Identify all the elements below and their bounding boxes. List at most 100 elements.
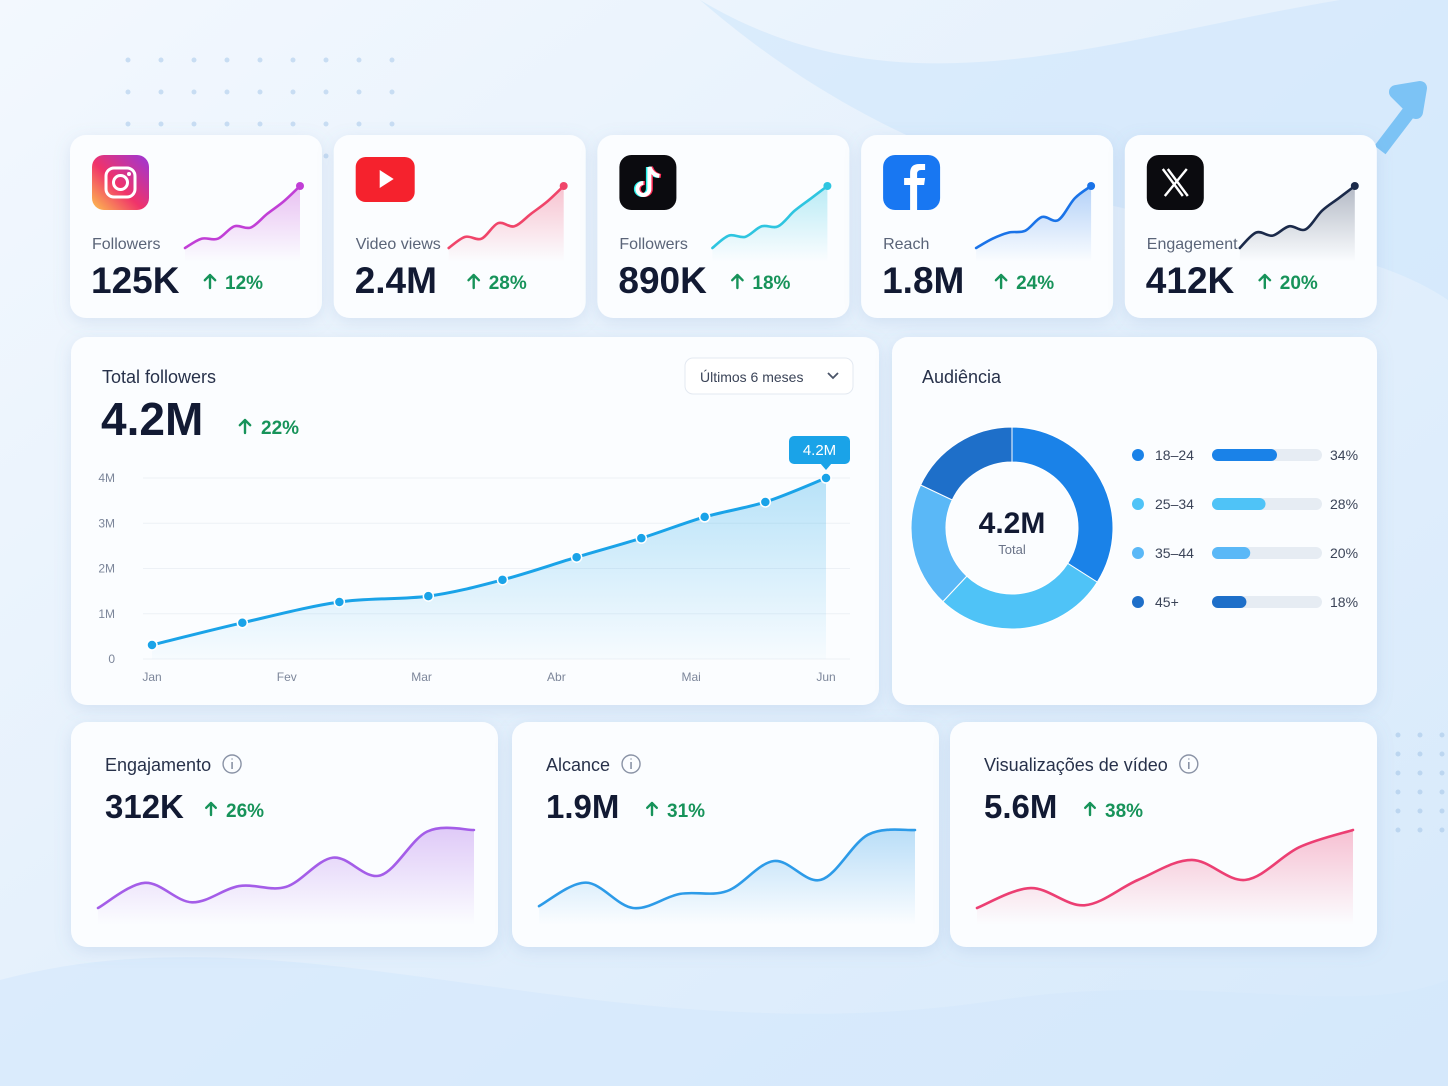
sparkline <box>1238 184 1357 250</box>
bg-dot <box>158 121 164 127</box>
up-arrow <box>238 418 252 435</box>
info-icon[interactable] <box>1179 754 1199 774</box>
icon <box>379 170 394 188</box>
bg-dot <box>125 121 131 127</box>
chart-title: Total followers <box>102 367 216 387</box>
bg-dot <box>1395 770 1401 776</box>
bg-dot <box>389 121 395 127</box>
stat-label: Engagement <box>1147 236 1238 253</box>
bar <box>1212 498 1266 510</box>
bg-dot <box>290 89 296 95</box>
bg-dot <box>1395 732 1401 738</box>
bg-dot <box>1395 808 1401 814</box>
legend-dot <box>1132 596 1144 608</box>
sparkline <box>447 184 565 250</box>
info-icon[interactable] <box>621 754 641 774</box>
x-tick-label: Jan <box>142 670 161 684</box>
bg-dot <box>323 153 329 159</box>
sparkline-area <box>712 186 828 262</box>
legend-label: 18–24 <box>1155 447 1194 463</box>
bg-dot <box>389 89 395 95</box>
sparkline-area <box>448 186 564 262</box>
bg-dot <box>191 57 197 63</box>
up-arrow <box>731 273 744 290</box>
donut-center-value: 4.2M <box>979 507 1046 540</box>
stat-value: 1.8M <box>882 260 964 301</box>
point <box>236 617 249 629</box>
bg-dot <box>1417 732 1423 738</box>
up-arrow <box>203 273 217 290</box>
stat-change: 28% <box>489 273 527 294</box>
line-area <box>152 478 826 659</box>
bg-dot <box>290 121 296 127</box>
icon <box>104 166 137 199</box>
metric-change: 26% <box>226 801 264 822</box>
bg-dot <box>125 57 131 63</box>
point <box>820 472 832 484</box>
legend-dot <box>1132 547 1144 559</box>
bg-dot <box>257 121 263 127</box>
bg-shape <box>0 957 1448 1086</box>
stat-value: 125K <box>91 260 180 301</box>
metric-value: 5.6M <box>984 788 1057 825</box>
x-tick-label: Abr <box>547 670 566 684</box>
y-tick-label: 1M <box>98 607 115 621</box>
tooltip-pointer <box>820 463 832 470</box>
icon <box>112 174 129 191</box>
bg-dot <box>1417 808 1423 814</box>
icon <box>1161 168 1189 197</box>
point <box>698 511 711 523</box>
legend-value: 18% <box>1330 594 1358 610</box>
bg-dot <box>356 57 362 63</box>
up-arrow <box>994 273 1008 290</box>
bg-dot <box>1417 770 1423 776</box>
point <box>496 574 509 586</box>
icon <box>127 172 131 176</box>
bg-dot <box>1439 808 1445 814</box>
sparkline <box>96 826 476 910</box>
metric-title: Engajamento <box>105 755 211 775</box>
metric-title: Visualizações de vídeo <box>984 755 1168 775</box>
y-tick-label: 4M <box>98 471 115 485</box>
sparkline <box>974 184 1093 250</box>
donut-segment <box>1011 426 1114 583</box>
point <box>422 590 435 602</box>
icon <box>635 166 660 197</box>
bg-dot <box>1439 732 1445 738</box>
dropdown-label[interactable]: Últimos 6 meses <box>700 369 803 385</box>
bg-dot <box>1417 751 1423 757</box>
sparkline-end <box>296 182 304 190</box>
stat-change: 18% <box>752 273 790 294</box>
tooltip <box>789 436 850 464</box>
sparkline-area <box>98 827 474 925</box>
bg-dot <box>158 89 164 95</box>
bg-dot <box>1439 751 1445 757</box>
stat-change: 20% <box>1280 273 1318 294</box>
bg-arrow <box>1374 81 1427 155</box>
sparkline <box>975 828 1355 910</box>
sparkline-end <box>823 182 832 190</box>
metric-value: 312K <box>105 788 184 825</box>
y-tick-label: 3M <box>98 516 115 530</box>
card <box>892 337 1377 705</box>
sparkline <box>183 184 302 250</box>
x-tick-label: Jun <box>816 670 835 684</box>
up-arrow <box>205 801 217 817</box>
stat-value: 412K <box>1146 260 1235 301</box>
bg-dot <box>1395 751 1401 757</box>
bg-dot <box>1439 827 1445 833</box>
bg-dot <box>1395 789 1401 795</box>
bar <box>1212 449 1277 461</box>
chart-change: 22% <box>261 418 299 439</box>
chart-title: Audiência <box>922 367 1002 387</box>
dropdown[interactable] <box>684 357 854 395</box>
bg-dot <box>356 121 362 127</box>
icon <box>1163 168 1188 197</box>
legend-dot <box>1132 449 1144 461</box>
x-tick-label: Fev <box>277 670 297 684</box>
bg-dot <box>389 57 395 63</box>
info-icon[interactable] <box>222 754 242 774</box>
y-tick-label: 0 <box>108 652 115 666</box>
bg-dot <box>1417 827 1423 833</box>
